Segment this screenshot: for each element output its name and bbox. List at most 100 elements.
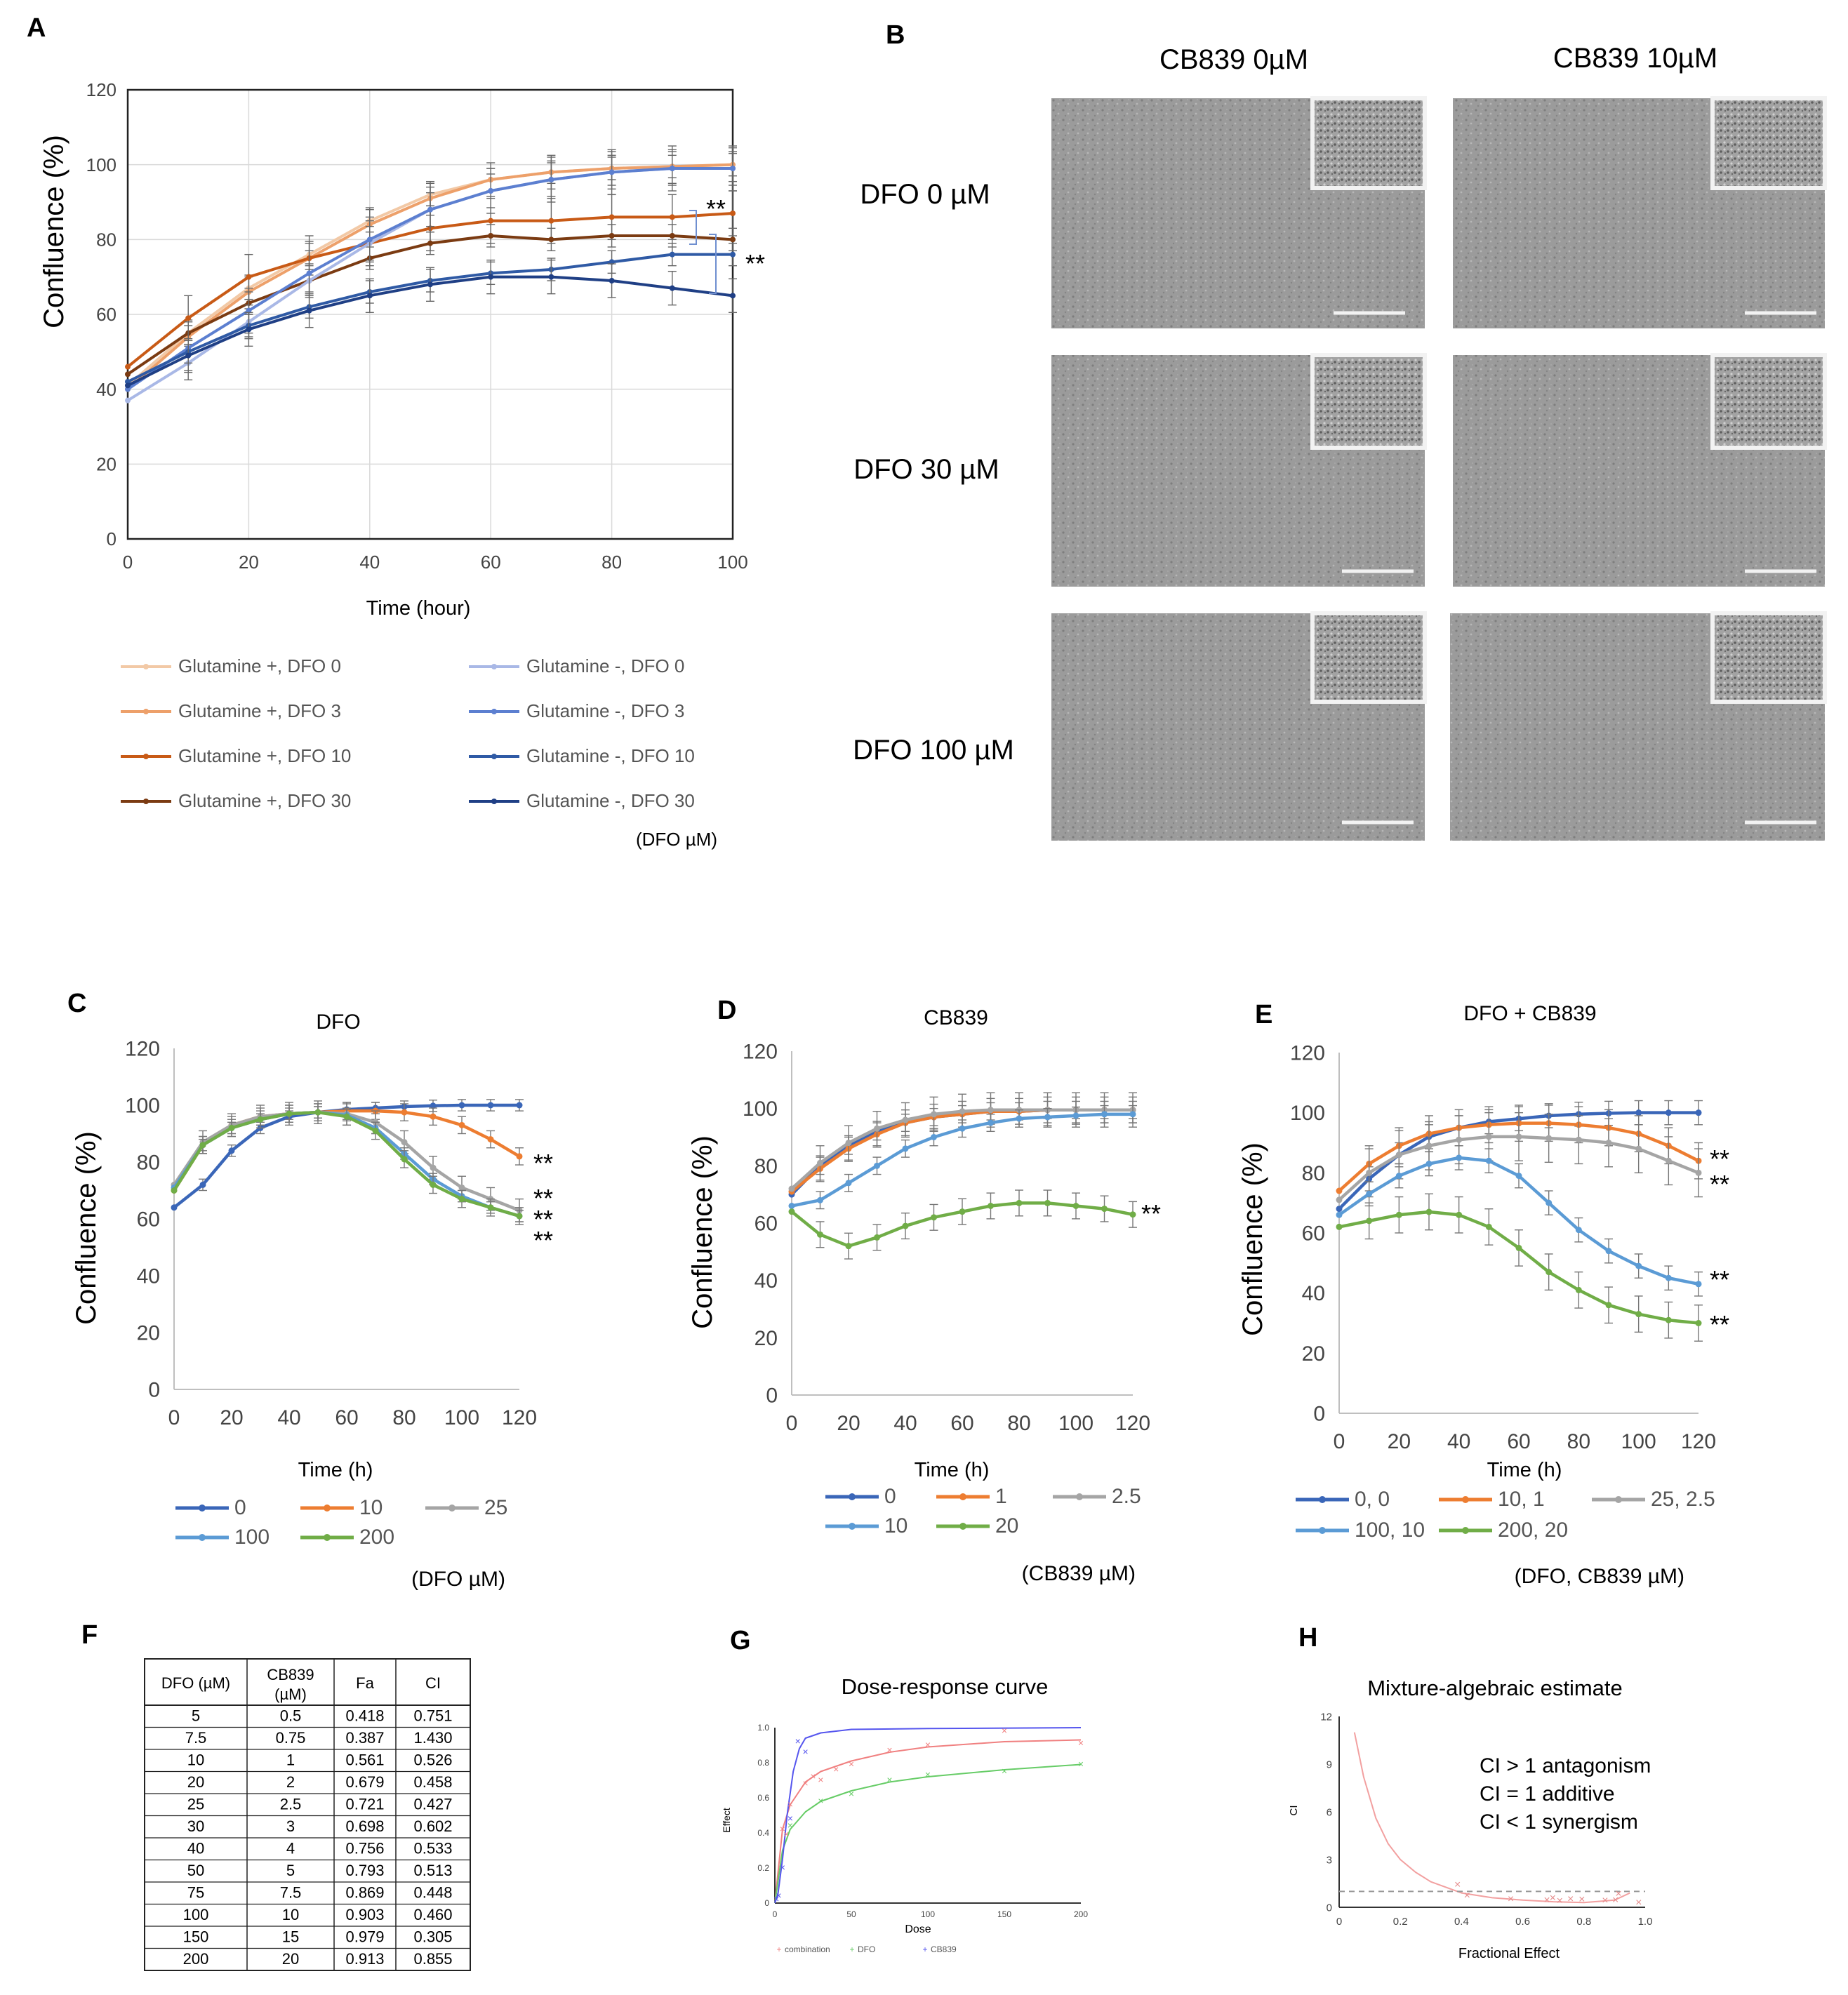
- data-point: [487, 1204, 494, 1211]
- table-cell: 15: [282, 1928, 299, 1946]
- y-tick-label: 80: [755, 1155, 778, 1178]
- series-line-cb839: [774, 1727, 1082, 1904]
- legend-label: DFO: [858, 1944, 875, 1954]
- legend-label: Glutamine -, DFO 3: [526, 700, 684, 721]
- data-point: [1016, 1115, 1023, 1122]
- data-point: [366, 293, 373, 299]
- x-tick-label: 60: [950, 1412, 973, 1435]
- data-point: [988, 1119, 994, 1126]
- data-point: [902, 1145, 909, 1152]
- y-tick-label: 100: [1290, 1102, 1325, 1125]
- data-point: [1101, 1206, 1108, 1213]
- y-tick-label: 60: [137, 1208, 160, 1232]
- data-point: [487, 1102, 494, 1109]
- y-tick-label: 12: [1320, 1711, 1332, 1723]
- data-point: [845, 1243, 852, 1250]
- table-cell: 3: [286, 1817, 295, 1835]
- table-cell: 0.979: [345, 1928, 384, 1946]
- data-point: [1515, 1244, 1522, 1251]
- data-point: [1044, 1114, 1051, 1121]
- data-point: [1605, 1302, 1612, 1309]
- data-point: [730, 211, 736, 216]
- panel-e-ylabel: Confluence (%): [1237, 1142, 1268, 1336]
- data-point: [1101, 1111, 1108, 1118]
- data-point: [931, 1214, 937, 1221]
- x-tick-label: 0: [773, 1909, 778, 1919]
- data-point: [1635, 1262, 1642, 1269]
- data-point: ×: [1550, 1892, 1556, 1904]
- panel-d-plot: 0 20 40 60 80 100 120 0 20 40 60 80 100 120 **: [743, 1041, 1161, 1436]
- data-point: [430, 1113, 437, 1120]
- y-tick-label: 100: [125, 1095, 160, 1118]
- table-cell: 100: [183, 1906, 209, 1923]
- y-tick-label: 0: [764, 1898, 769, 1908]
- y-tick-label: 60: [96, 304, 117, 325]
- significance-marker: **: [1710, 1145, 1729, 1173]
- data-point: [1336, 1211, 1343, 1218]
- panel-letter-b: B: [886, 20, 905, 50]
- data-point: [1605, 1140, 1612, 1146]
- data-point: [669, 285, 675, 291]
- legend-label: 2.5: [1112, 1485, 1141, 1508]
- x-tick-label: 200: [1074, 1909, 1088, 1919]
- data-point: ×: [1464, 1890, 1470, 1902]
- panel-b-col-header-2: CB839 10µM: [1553, 43, 1717, 74]
- data-point: [430, 1102, 437, 1109]
- y-tick-label: 20: [96, 453, 117, 474]
- x-tick-label: 120: [1681, 1430, 1716, 1453]
- data-point: ×: [1578, 1893, 1585, 1905]
- table-cell: 0.855: [413, 1950, 452, 1968]
- legend-marker: [1462, 1527, 1469, 1534]
- data-point: ×: [925, 1739, 931, 1750]
- panel-letter-c: C: [67, 989, 86, 1018]
- data-point: [874, 1234, 880, 1241]
- legend-label: 10: [884, 1514, 908, 1537]
- table-cell: 7.5: [185, 1729, 207, 1747]
- data-point: [516, 1213, 523, 1220]
- data-point: [609, 278, 615, 283]
- table-cell: 0.793: [345, 1862, 384, 1879]
- data-point: ×: [1078, 1737, 1084, 1749]
- panel-a-legend: Glutamine +, DFO 0 Glutamine +, DFO 3 Glut…: [121, 655, 695, 811]
- table-cell: 200: [183, 1950, 209, 1968]
- significance-marker: **: [1710, 1170, 1729, 1199]
- significance-marker: **: [1141, 1199, 1161, 1228]
- legend-label: 0, 0: [1355, 1488, 1390, 1511]
- legend-marker: [199, 1504, 206, 1512]
- significance-marker: **: [533, 1205, 553, 1234]
- micrograph-dfo0-cb0: [1051, 96, 1427, 328]
- y-tick-label: 0.6: [757, 1793, 769, 1803]
- data-point: [401, 1156, 408, 1163]
- y-tick-label: 40: [755, 1269, 778, 1293]
- panel-a-ylabel: Confluence (%): [39, 135, 69, 328]
- table-cell: 0.448: [413, 1884, 452, 1902]
- y-tick-label: 120: [1290, 1042, 1325, 1065]
- x-tick-label: 100: [1621, 1430, 1656, 1453]
- data-point: [1016, 1199, 1023, 1206]
- y-tick-label: 0: [1327, 1902, 1332, 1914]
- data-point: [609, 169, 615, 175]
- panel-h-note-3: CI < 1 synergism: [1480, 1810, 1638, 1834]
- table-cell: 0.903: [345, 1906, 384, 1923]
- table-cell: 1.430: [413, 1729, 452, 1747]
- x-tick-label: 0.2: [1393, 1916, 1408, 1928]
- data-point: [1635, 1145, 1642, 1152]
- panel-b-col-header-1: CB839 0µM: [1159, 44, 1308, 75]
- table-header-cell: CI: [425, 1674, 441, 1692]
- legend-marker: [491, 799, 497, 804]
- legend-marker: [324, 1504, 331, 1512]
- data-point: [366, 236, 373, 243]
- x-tick-label: 20: [837, 1412, 860, 1435]
- data-point: [125, 363, 131, 370]
- data-point: [487, 1136, 494, 1143]
- data-point: [1336, 1187, 1343, 1194]
- x-tick-label: 0: [786, 1412, 798, 1435]
- data-point: [1665, 1109, 1672, 1116]
- data-point: [401, 1109, 408, 1116]
- x-tick-label: 40: [277, 1406, 300, 1429]
- legend-label: 200, 20: [1498, 1519, 1568, 1542]
- table-cell: 10: [187, 1752, 204, 1769]
- panel-a-xlabel: Time (hour): [366, 597, 471, 620]
